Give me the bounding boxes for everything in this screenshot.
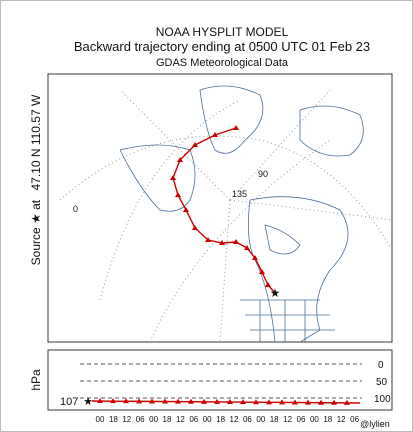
source-text: Source ★ at 47.10 N 110.57 W xyxy=(29,94,43,265)
time-label: 18 xyxy=(216,415,225,424)
marker xyxy=(162,398,168,404)
source-location: 47.10 N 110.57 W xyxy=(29,94,43,191)
graticule xyxy=(59,89,393,343)
time-label: 06 xyxy=(350,415,359,424)
panel-frame xyxy=(47,349,393,411)
marker xyxy=(253,399,259,405)
title: Backward trajectory ending at 0500 UTC 0… xyxy=(74,39,370,54)
map-frame xyxy=(47,73,393,343)
time-label: 00 xyxy=(310,415,319,424)
marker xyxy=(201,398,207,404)
marker xyxy=(188,398,194,404)
map: 0 90 135 ★ xyxy=(47,73,393,343)
marker xyxy=(170,175,176,180)
marker xyxy=(219,240,225,245)
time-label: 18 xyxy=(109,415,118,424)
marker xyxy=(175,192,181,197)
level-label: 0 xyxy=(378,360,384,371)
trajectory-markers xyxy=(170,125,271,287)
time-label: 00 xyxy=(96,415,105,424)
marker xyxy=(227,399,233,405)
marker xyxy=(192,225,198,230)
marker xyxy=(318,399,324,405)
level-label: 50 xyxy=(376,377,388,388)
marker xyxy=(252,255,258,260)
time-label: 12 xyxy=(230,415,239,424)
time-label: 12 xyxy=(283,415,292,424)
height-panel: hPa 0 50 100 107 ★ 00 18 12 06 00 18 12 06 00 18 1… xyxy=(29,349,393,424)
time-label: 06 xyxy=(136,415,145,424)
marker xyxy=(149,398,155,404)
marker xyxy=(266,399,272,405)
marker xyxy=(244,245,250,250)
time-label: 06 xyxy=(297,415,306,424)
marker xyxy=(233,239,239,244)
time-label: 12 xyxy=(176,415,185,424)
time-label: 18 xyxy=(270,415,279,424)
marker xyxy=(175,398,181,404)
marker xyxy=(279,399,285,405)
model-name: NOAA HYSPLIT MODEL xyxy=(156,25,289,39)
grid-label: 135 xyxy=(232,189,247,199)
start-star: ★ xyxy=(83,396,93,408)
time-label: 12 xyxy=(337,415,346,424)
time-labels: 00 18 12 06 00 18 12 06 00 18 12 06 00 18 12 06 00 18 12 06 xyxy=(96,415,360,424)
marker xyxy=(240,399,246,405)
height-trace xyxy=(91,400,361,404)
marker xyxy=(212,132,218,137)
time-label: 18 xyxy=(323,415,332,424)
marker xyxy=(177,157,183,162)
marker xyxy=(344,399,350,405)
marker xyxy=(233,125,239,130)
marker xyxy=(123,398,129,404)
marker xyxy=(136,398,142,404)
marker xyxy=(265,282,271,287)
marker xyxy=(110,398,116,404)
marker xyxy=(214,398,220,404)
trajectory xyxy=(172,127,276,294)
axis-label: hPa xyxy=(29,369,43,391)
level-label: 100 xyxy=(374,394,391,405)
marker xyxy=(183,207,189,212)
source-label: Source ★ at xyxy=(29,199,43,265)
time-label: 00 xyxy=(256,415,265,424)
time-label: 06 xyxy=(243,415,252,424)
coastlines xyxy=(119,85,364,343)
grid-label: 90 xyxy=(258,169,268,179)
marker xyxy=(292,399,298,405)
grid-label: 0 xyxy=(73,204,78,214)
time-label: 00 xyxy=(203,415,212,424)
marker xyxy=(331,399,337,405)
start-label: 107 xyxy=(60,396,78,408)
height-markers xyxy=(97,398,350,405)
time-label: 06 xyxy=(189,415,198,424)
time-label: 00 xyxy=(149,415,158,424)
time-label: 12 xyxy=(122,415,131,424)
time-label: 18 xyxy=(163,415,172,424)
marker xyxy=(205,237,211,242)
marker xyxy=(259,269,265,274)
marker xyxy=(97,398,103,404)
subtitle: GDAS Meteorological Data xyxy=(156,57,289,69)
grid-labels: 0 90 135 xyxy=(73,169,268,214)
watermark: @lylien xyxy=(360,419,390,429)
marker xyxy=(192,142,198,147)
source-star: ★ xyxy=(270,286,281,300)
marker xyxy=(305,399,311,405)
